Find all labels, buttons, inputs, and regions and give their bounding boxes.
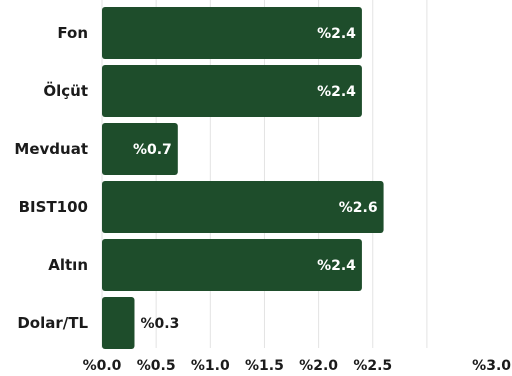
category-label: Altın	[48, 256, 88, 274]
bar	[102, 297, 135, 349]
bar-value-label: %2.4	[317, 26, 356, 42]
category-label: Fon	[57, 24, 88, 42]
x-axis-tick-labels: %0.0 %0.5 %1.0 %1.5 %2.0 %2.5 %3.0	[83, 358, 512, 374]
bar-value-label: %2.4	[317, 84, 356, 100]
x-tick-label: %1.0	[191, 358, 230, 374]
bar	[102, 65, 362, 117]
bar-value-label: %2.4	[317, 258, 356, 274]
bar-value-label: %0.3	[140, 316, 179, 332]
bar	[102, 181, 384, 233]
category-labels: Fon Ölçüt Mevduat BIST100 Altın Dolar/TL	[14, 24, 88, 332]
bar	[102, 239, 362, 291]
bar-value-label: %0.7	[133, 142, 172, 158]
x-tick-label: %2.5	[353, 358, 392, 374]
x-tick-label: %0.5	[137, 358, 176, 374]
x-tick-label: %2.0	[299, 358, 338, 374]
category-label: BIST100	[19, 198, 88, 216]
x-tick-label: %1.5	[245, 358, 284, 374]
bar	[102, 7, 362, 59]
value-labels: %2.4 %2.4 %0.7 %2.6 %2.4 %0.3	[133, 26, 378, 332]
bars	[102, 7, 384, 349]
category-label: Dolar/TL	[17, 314, 88, 332]
x-tick-label: %0.0	[83, 358, 122, 374]
category-label: Ölçüt	[43, 81, 88, 100]
bar-value-label: %2.6	[339, 200, 378, 216]
x-tick-label: %3.0	[472, 358, 511, 374]
bar	[102, 123, 178, 175]
category-label: Mevduat	[14, 140, 88, 158]
